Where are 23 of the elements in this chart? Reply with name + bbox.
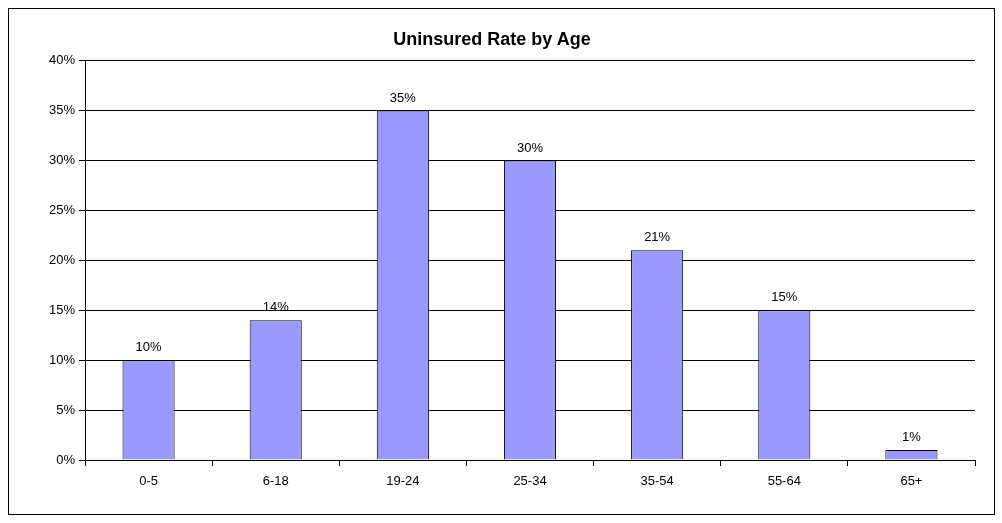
x-tick-label: 19-24 <box>386 473 420 489</box>
y-tick-label: 10% <box>48 351 76 367</box>
y-tick-label: 30% <box>48 152 76 168</box>
y-tick-label: 20% <box>48 251 76 267</box>
chart-title: Uninsured Rate by Age <box>393 28 591 49</box>
data-label: 30% <box>516 139 544 155</box>
y-tick-label: 5% <box>56 401 76 417</box>
x-tick-label: 55-64 <box>767 473 801 489</box>
x-tick-label: 6-18 <box>262 473 289 489</box>
data-label: 15% <box>771 289 798 305</box>
y-tick-label: 25% <box>48 201 76 217</box>
x-tick-label: 25-34 <box>513 473 547 489</box>
x-tick-label: 35-54 <box>640 473 674 489</box>
y-tick-label: 15% <box>48 301 76 317</box>
data-label: 35% <box>389 89 417 105</box>
y-tick-label: 0% <box>56 451 76 467</box>
y-tick-label: 40% <box>48 52 76 68</box>
x-tick-label: 65+ <box>900 473 923 489</box>
data-label: 10% <box>135 339 163 355</box>
data-label: 1% <box>902 429 922 445</box>
y-tick-label: 35% <box>48 102 76 118</box>
data-label: 21% <box>644 229 671 245</box>
x-tick-label: 0-5 <box>139 473 158 489</box>
